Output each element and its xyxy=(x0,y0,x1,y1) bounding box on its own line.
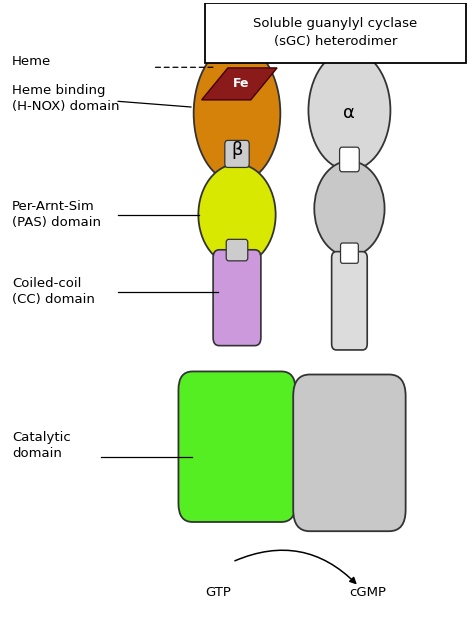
Text: Coiled-coil
(CC) domain: Coiled-coil (CC) domain xyxy=(12,277,95,306)
Text: Soluble guanylyl cyclase
(sGC) heterodimer: Soluble guanylyl cyclase (sGC) heterodim… xyxy=(253,17,418,48)
Text: Heme binding
(H-NOX) domain: Heme binding (H-NOX) domain xyxy=(12,84,119,112)
FancyBboxPatch shape xyxy=(178,371,296,522)
Text: Catalytic
domain: Catalytic domain xyxy=(12,431,71,459)
Text: GTP: GTP xyxy=(205,586,231,599)
Polygon shape xyxy=(201,68,277,100)
Ellipse shape xyxy=(194,44,280,182)
Text: α: α xyxy=(344,104,356,122)
Text: Fe: Fe xyxy=(233,78,249,91)
FancyBboxPatch shape xyxy=(293,374,406,531)
Text: cGMP: cGMP xyxy=(350,586,387,599)
FancyBboxPatch shape xyxy=(340,243,358,264)
FancyBboxPatch shape xyxy=(332,252,367,350)
FancyBboxPatch shape xyxy=(225,140,249,167)
FancyBboxPatch shape xyxy=(339,147,359,172)
FancyBboxPatch shape xyxy=(205,2,465,63)
Text: Per-Arnt-Sim
(PAS) domain: Per-Arnt-Sim (PAS) domain xyxy=(12,200,101,229)
Text: Heme: Heme xyxy=(12,55,51,68)
FancyBboxPatch shape xyxy=(226,239,248,261)
Text: β: β xyxy=(231,141,243,159)
Ellipse shape xyxy=(309,50,391,170)
Ellipse shape xyxy=(314,161,384,256)
Ellipse shape xyxy=(198,164,276,265)
FancyBboxPatch shape xyxy=(213,250,261,345)
